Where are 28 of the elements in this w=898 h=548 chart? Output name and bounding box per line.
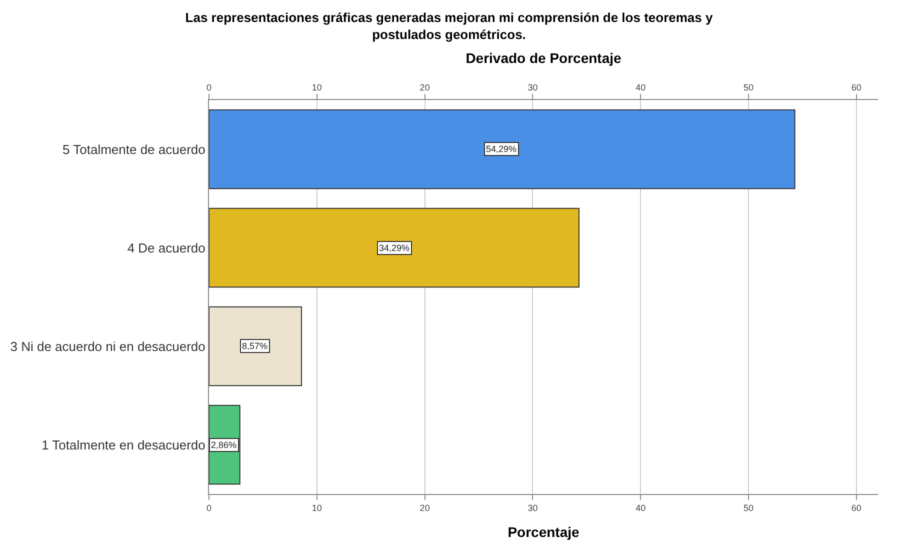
- x2-axis-title: Derivado de Porcentaje: [466, 50, 622, 66]
- x2-tick-label: 0: [206, 502, 212, 513]
- x2-tick-label: 30: [528, 502, 538, 513]
- x-tick-label: 30: [528, 82, 538, 92]
- x-tick-label: 50: [744, 82, 754, 92]
- bar: [209, 306, 302, 386]
- data-label: 2,86%: [211, 440, 237, 450]
- bar: [209, 208, 580, 288]
- x2-tick-label: 10: [312, 502, 322, 513]
- x2-tick-label: 60: [851, 502, 862, 513]
- x-tick-label: 10: [312, 82, 322, 92]
- y-tick-label: 5 Totalmente de acuerdo: [62, 142, 206, 157]
- y-tick-label: 4 De acuerdo: [127, 240, 206, 256]
- x-tick-label: 40: [636, 82, 646, 92]
- x2-tick-label: 40: [636, 502, 646, 513]
- y-tick-label: 3 Ni de acuerdo ni en desacuerdo: [10, 338, 206, 354]
- y-tick-label: 1 Totalmente en desacuerdo: [42, 437, 206, 452]
- x-tick-label: 20: [420, 82, 430, 92]
- x2-tick-label: 20: [420, 502, 430, 513]
- bar: [209, 109, 796, 190]
- x-axis-title: Porcentaje: [508, 524, 580, 540]
- chart-title: Las representaciones gráficas generadas mejoran mi comprensión de los teoremas y postulados geométricos.: [185, 10, 714, 42]
- data-label: 54,29%: [486, 144, 517, 154]
- x2-tick-label: 50: [744, 502, 754, 513]
- data-label: 34,29%: [379, 243, 410, 253]
- x-tick-label: 0: [206, 82, 212, 92]
- x-tick-label: 60: [851, 82, 862, 92]
- data-label: 8,57%: [242, 341, 268, 351]
